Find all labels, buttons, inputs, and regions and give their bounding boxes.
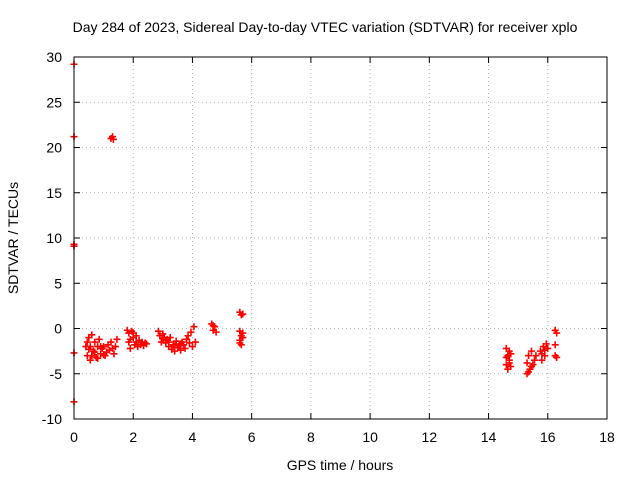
- data-point: [86, 356, 94, 364]
- data-point: [100, 351, 108, 359]
- y-tick-label: -10: [42, 411, 62, 427]
- data-point: [181, 344, 189, 352]
- data-point: [166, 334, 174, 342]
- x-tick-label: 10: [362, 429, 378, 445]
- data-point: [236, 339, 244, 347]
- grid-lines: [74, 57, 607, 419]
- data-point: [101, 352, 109, 360]
- data-point: [551, 352, 559, 360]
- data-point: [239, 329, 247, 337]
- data-points: [70, 60, 561, 406]
- data-point: [502, 353, 510, 361]
- x-tick-label: 16: [540, 429, 556, 445]
- data-point: [154, 327, 162, 335]
- x-tick-label: 14: [481, 429, 497, 445]
- data-point: [113, 335, 121, 343]
- axes: 0 2 4 6 8 10 12 14 16 18 -10 -5 0 5 10 15 20 25 30: [42, 49, 615, 445]
- data-point: [542, 340, 550, 348]
- data-point: [239, 310, 247, 318]
- data-point: [525, 352, 533, 360]
- data-point: [165, 338, 173, 346]
- data-point: [107, 338, 115, 346]
- data-point: [538, 356, 546, 364]
- data-point: [532, 352, 540, 360]
- y-tick-label: 25: [46, 94, 62, 110]
- data-point: [86, 343, 94, 351]
- data-point: [92, 353, 100, 361]
- data-point: [97, 343, 105, 351]
- chart-title: Day 284 of 2023, Sidereal Day-to-day VTE…: [73, 19, 578, 35]
- data-point: [159, 334, 167, 342]
- data-point: [190, 323, 198, 331]
- x-tick-label: 0: [70, 429, 78, 445]
- data-point: [538, 350, 546, 358]
- data-point: [177, 340, 185, 348]
- x-tick-label: 4: [189, 429, 197, 445]
- data-point: [111, 343, 119, 351]
- data-point: [527, 363, 535, 371]
- data-point: [525, 368, 533, 376]
- x-tick-label: 18: [599, 429, 615, 445]
- data-point: [110, 350, 118, 358]
- data-point: [89, 347, 97, 355]
- data-point: [141, 339, 149, 347]
- data-point: [109, 135, 117, 143]
- data-point: [211, 323, 219, 331]
- data-point: [183, 335, 191, 343]
- y-tick-label: 20: [46, 140, 62, 156]
- data-point: [88, 331, 96, 339]
- y-tick-label: 0: [54, 321, 62, 337]
- data-point: [188, 343, 196, 351]
- data-point: [83, 338, 91, 346]
- data-point: [209, 322, 217, 330]
- data-point: [132, 338, 140, 346]
- data-point: [171, 342, 179, 350]
- data-point: [184, 332, 192, 340]
- y-tick-label: 15: [46, 185, 62, 201]
- data-point: [88, 352, 96, 360]
- x-tick-label: 6: [248, 429, 256, 445]
- data-point: [507, 363, 515, 371]
- data-point: [505, 347, 513, 355]
- data-point: [94, 354, 102, 362]
- data-point: [172, 337, 180, 345]
- y-tick-label: 5: [54, 275, 62, 291]
- data-point: [523, 359, 531, 367]
- data-point: [129, 329, 137, 337]
- data-point: [527, 347, 535, 355]
- y-axis-label: SDTVAR / TECUs: [5, 182, 21, 294]
- y-tick-label: 10: [46, 230, 62, 246]
- data-point: [530, 356, 538, 364]
- x-tick-label: 2: [129, 429, 137, 445]
- data-point: [91, 348, 99, 356]
- data-point: [177, 346, 185, 354]
- data-point: [126, 335, 134, 343]
- data-point: [505, 359, 513, 367]
- x-tick-label: 12: [422, 429, 438, 445]
- data-point: [185, 339, 193, 347]
- plot-border: [73, 56, 608, 420]
- data-point: [91, 338, 99, 346]
- x-axis-label: GPS time / hours: [287, 457, 394, 473]
- y-tick-label: 30: [46, 49, 62, 65]
- data-point: [95, 335, 103, 343]
- data-point: [169, 341, 177, 349]
- data-point: [157, 338, 165, 346]
- data-point: [541, 346, 549, 354]
- y-tick-label: -5: [50, 366, 63, 382]
- data-point: [551, 341, 559, 349]
- data-point: [143, 340, 151, 348]
- data-point: [126, 344, 134, 352]
- x-tick-label: 8: [307, 429, 315, 445]
- data-point: [191, 338, 199, 346]
- data-point: [553, 329, 561, 337]
- data-point: [187, 328, 195, 336]
- data-point: [212, 328, 220, 336]
- data-point: [237, 311, 245, 319]
